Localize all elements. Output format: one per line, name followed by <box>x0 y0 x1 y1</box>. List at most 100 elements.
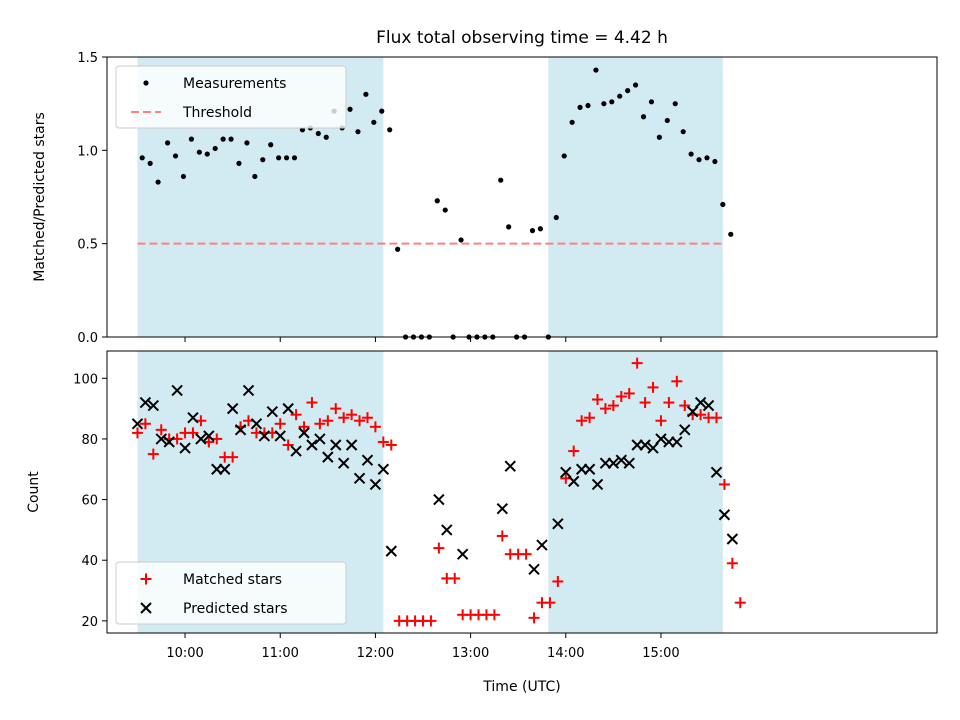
data-point <box>353 472 366 485</box>
data-point <box>609 99 615 105</box>
data-point <box>568 445 580 457</box>
data-point <box>593 67 599 73</box>
data-point <box>442 207 448 213</box>
y-tick-label: 1.5 <box>77 51 98 66</box>
data-point <box>147 448 159 460</box>
data-point <box>323 134 329 140</box>
data-point <box>458 237 464 243</box>
data-point <box>290 409 302 421</box>
observing-window-band <box>548 57 723 337</box>
data-point <box>338 412 350 424</box>
data-point <box>371 119 377 125</box>
y-tick-label: 20 <box>81 615 98 630</box>
data-point <box>283 155 290 161</box>
data-point <box>385 439 397 451</box>
data-point <box>355 129 361 135</box>
data-point <box>449 572 461 584</box>
data-point <box>155 179 161 185</box>
data-point <box>544 597 556 609</box>
data-point <box>234 424 247 436</box>
data-point <box>131 418 144 430</box>
data-point <box>710 466 723 478</box>
data-point <box>648 99 655 105</box>
data-point <box>314 433 326 445</box>
data-point <box>726 533 739 545</box>
y-tick-label: 60 <box>81 494 98 509</box>
data-point <box>395 246 401 252</box>
data-point <box>315 130 321 137</box>
data-point <box>274 430 286 442</box>
data-point <box>647 442 659 454</box>
data-point <box>704 155 710 161</box>
data-point <box>187 427 199 439</box>
legend-box <box>115 65 347 129</box>
data-point <box>291 155 298 161</box>
data-point <box>361 412 373 424</box>
data-point <box>228 136 234 142</box>
legend-label: Predicted stars <box>183 601 288 617</box>
data-point <box>298 427 310 439</box>
data-point <box>528 563 540 576</box>
data-point <box>345 439 358 451</box>
data-point <box>139 155 145 161</box>
data-point <box>433 542 445 554</box>
data-point <box>553 214 559 221</box>
data-point <box>306 397 318 409</box>
data-point <box>220 136 226 142</box>
data-point <box>664 117 670 124</box>
data-point <box>560 466 572 478</box>
data-point <box>528 612 540 624</box>
data-point <box>290 445 302 457</box>
data-point <box>663 397 675 409</box>
data-point <box>282 439 294 451</box>
data-point <box>623 457 635 469</box>
data-point <box>322 451 334 463</box>
legend-marker <box>140 573 152 585</box>
data-point <box>688 151 694 157</box>
y-tick-label: 80 <box>81 433 98 448</box>
data-point <box>147 160 153 166</box>
data-point <box>592 394 604 406</box>
data-point <box>363 91 369 97</box>
data-point <box>718 478 730 490</box>
data-point <box>131 427 143 439</box>
data-point <box>655 433 667 445</box>
data-point <box>306 439 318 451</box>
data-point <box>187 412 199 424</box>
data-point <box>226 402 239 415</box>
data-point <box>212 145 218 152</box>
data-point <box>552 518 564 530</box>
x-tick-label: 13:00 <box>452 646 489 661</box>
data-point <box>639 439 651 451</box>
x-tick-label: 10:00 <box>166 646 203 661</box>
data-point <box>377 436 389 448</box>
legend-marker <box>140 602 152 614</box>
data-point <box>227 451 239 463</box>
data-point <box>710 412 722 424</box>
data-point <box>718 509 731 521</box>
data-point <box>728 231 734 237</box>
data-point <box>679 424 691 436</box>
legend-label: Matched stars <box>183 572 282 588</box>
data-point <box>576 415 588 427</box>
data-point <box>623 387 635 399</box>
data-point <box>250 418 263 430</box>
data-point <box>561 153 567 159</box>
data-point <box>504 460 516 472</box>
data-point <box>506 224 512 230</box>
data-point <box>694 396 707 409</box>
data-point <box>258 430 271 442</box>
data-point <box>195 433 207 445</box>
data-point <box>702 399 715 412</box>
data-point <box>679 400 691 412</box>
data-point <box>322 415 334 427</box>
data-point <box>456 548 469 560</box>
data-point <box>172 153 179 159</box>
data-point <box>155 424 167 436</box>
data-point <box>337 457 350 469</box>
data-point <box>734 597 746 609</box>
data-point <box>268 142 274 148</box>
data-point <box>433 493 445 506</box>
data-point <box>434 198 440 204</box>
data-point <box>672 101 678 107</box>
